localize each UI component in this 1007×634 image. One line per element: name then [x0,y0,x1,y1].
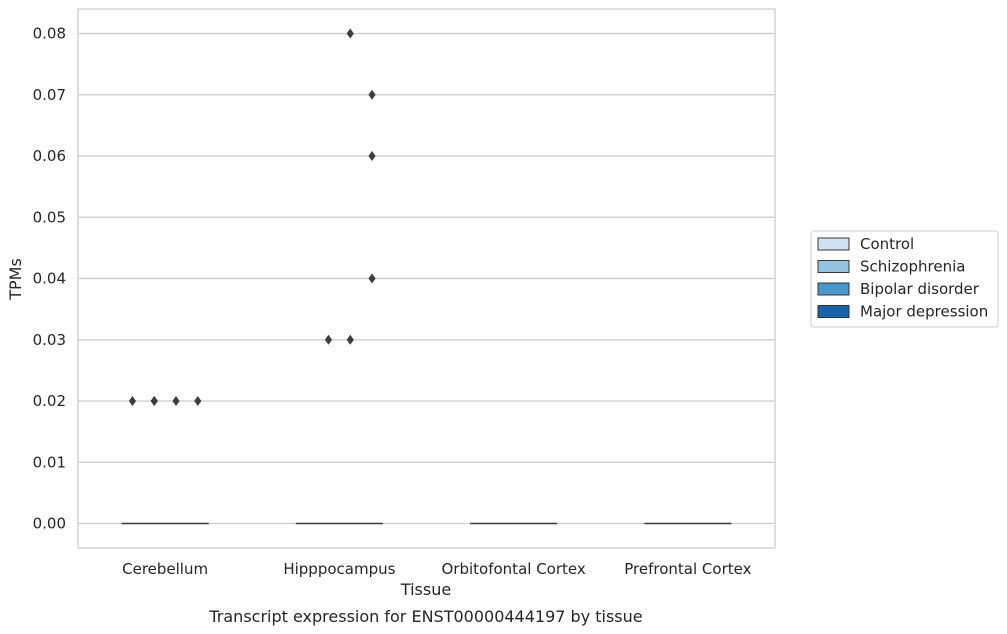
legend-label: Schizophrenia [860,258,965,276]
outlier-point [368,89,376,100]
legend-frame [810,230,999,328]
y-tick-label: 0.02 [33,392,66,410]
y-tick-label: 0.00 [33,515,66,533]
legend-label: Control [860,235,914,253]
y-tick-label: 0.08 [33,25,66,43]
outlier-point [172,396,180,406]
y-axis-label: TPMs [6,258,25,301]
plot-area [77,8,776,549]
outlier-point [368,273,376,284]
y-tick-label: 0.01 [33,453,66,471]
y-tick-label: 0.05 [33,208,66,226]
chart-marks [121,28,732,525]
x-tick-label: Orbitofontal Cortex [442,560,586,578]
x-tick-label: Hipppocampus [283,560,395,578]
x-axis-label: Tissue [400,580,451,599]
legend-swatch [817,305,850,318]
outlier-point [194,396,202,406]
y-tick-label: 0.07 [33,86,66,104]
outlier-point [346,334,354,345]
y-tick-label: 0.06 [33,147,66,165]
legend-swatch [817,260,850,273]
x-tick-label: Cerebellum [122,560,208,578]
legend-swatch [817,282,850,296]
y-tick-label: 0.03 [33,331,66,349]
x-tick-label: Prefrontal Cortex [624,560,751,578]
outlier-point [346,28,354,39]
grid-lines [78,32,775,525]
y-tick-label: 0.04 [33,270,66,288]
legend-label: Major depression [860,303,988,321]
outlier-point [324,334,333,345]
legend: Control Schizophrenia Bipolar disorder Majo… [810,230,999,328]
x-axis-ticks: Cerebellum Hipppocampus Orbitofontal Corte… [122,560,751,578]
legend-swatch [817,237,850,251]
outlier-point [150,396,158,406]
legend-label: Bipolar disorder [860,280,980,298]
chart-title: Transcript expression for ENST0000044419… [208,607,642,626]
y-axis-ticks: 0.00 0.01 0.02 0.03 0.04 0.05 0.06 0.07 0.08 [33,25,66,533]
outlier-point [368,151,376,161]
outlier-point [128,396,137,406]
